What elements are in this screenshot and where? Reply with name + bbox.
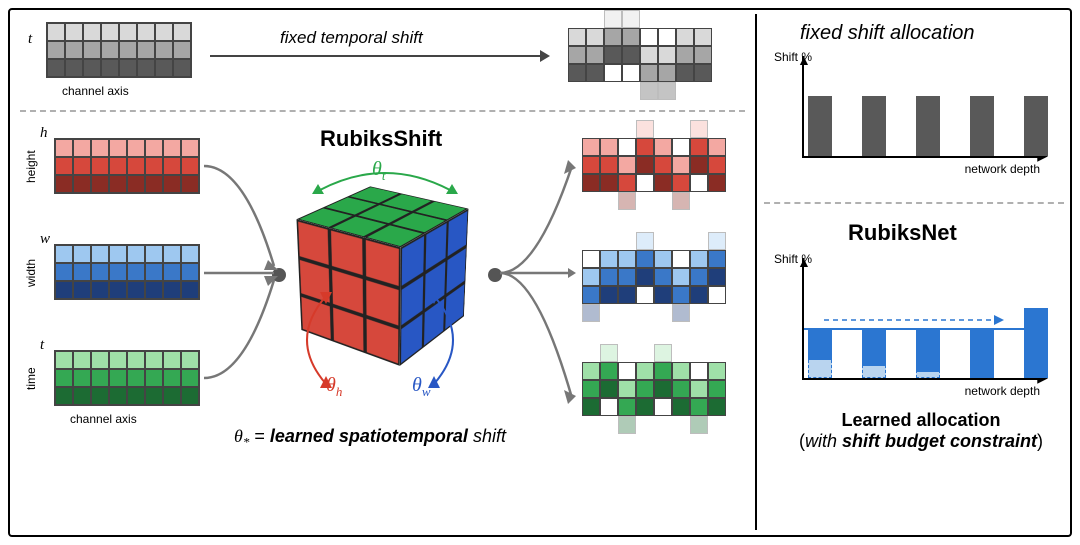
temporal-arrow-label: fixed temporal shift: [280, 28, 423, 48]
top-channel-label: channel axis: [62, 82, 129, 100]
rubiksshift-title: RubiksShift: [320, 126, 442, 152]
height-out-grid: [582, 120, 726, 210]
right-panel: fixed shift allocation Shift % ▲ ▶ netwo…: [760, 10, 1070, 535]
theta-caption: θ* = learned spatiotemporal shift: [234, 426, 506, 451]
height-axis-label: height: [24, 138, 38, 196]
left-panel: t channel axis fixed temporal shift heig…: [10, 10, 755, 535]
theta-t: θt: [372, 158, 385, 184]
right-hdash: [764, 202, 1064, 204]
t-letter: t: [40, 336, 44, 354]
theta-w-arc: [424, 290, 474, 390]
time-axis-label: time: [24, 350, 38, 408]
temporal-arrow: [210, 46, 550, 66]
height-grid: [54, 138, 200, 194]
rubiksnet-title: RubiksNet: [848, 220, 957, 246]
h-letter: h: [40, 124, 48, 142]
width-out-grid: [582, 232, 726, 322]
bottom-channel-label: channel axis: [70, 410, 137, 428]
theta-h: θh: [326, 374, 342, 400]
vertical-separator: [755, 14, 757, 530]
budget-arrow: [824, 310, 1004, 330]
flows-out: [496, 138, 576, 418]
top-input-grid: [46, 22, 192, 78]
t-axis-label: t: [28, 30, 32, 48]
left-hdash: [20, 110, 745, 112]
diagram-frame: t channel axis fixed temporal shift heig…: [8, 8, 1072, 537]
theta-w: θw: [412, 374, 431, 400]
width-axis-label: width: [24, 244, 38, 302]
flows-in: [204, 138, 284, 398]
width-grid: [54, 244, 200, 300]
time-out-grid: [582, 344, 726, 434]
fixed-chart: Shift % ▲ ▶ network depth: [774, 56, 1044, 166]
rubiks-chart: Shift % ▲ ▶ network depth: [774, 258, 1044, 388]
fixed-title: fixed shift allocation: [800, 22, 975, 45]
time-grid: [54, 350, 200, 406]
w-letter: w: [40, 230, 50, 248]
rubiks-caption: Learned allocation (with shift budget co…: [796, 410, 1046, 452]
top-output-grid: [568, 10, 712, 100]
